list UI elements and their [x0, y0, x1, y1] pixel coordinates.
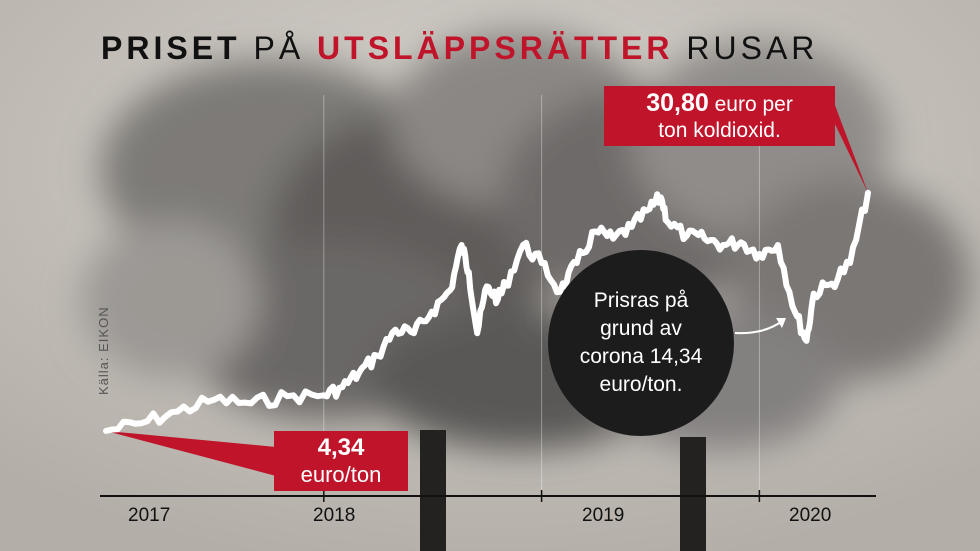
peak-text-line2: ton koldioxid.: [658, 119, 781, 142]
series-line-price: [103, 189, 871, 434]
title-word-2: PÅ: [253, 30, 305, 66]
x-tick-label-2020: 2020: [789, 505, 832, 526]
peak-value: 30,80: [646, 89, 709, 117]
x-tick-label-2018: 2018: [313, 505, 356, 526]
chimney-left: [420, 430, 446, 551]
x-tick-label-2017: 2017: [128, 505, 171, 526]
chimney-right: [680, 437, 706, 551]
title-word-4: RUSAR: [686, 30, 819, 66]
start-unit: euro/ton: [300, 462, 382, 487]
peak-value-callout: 30,80 euro per ton koldioxid.: [604, 86, 835, 146]
title-word-3: UTSLÄPPSRÄTTER: [317, 30, 674, 66]
start-value: 4,34: [317, 434, 365, 461]
start-value-callout: 4,34 euro/ton: [274, 431, 408, 491]
chart-title: PRISET PÅ UTSLÄPPSRÄTTER RUSAR: [101, 30, 818, 67]
corona-drop-annotation: Prisras på grund av corona 14,34 euro/to…: [548, 250, 734, 436]
peak-text-line1: euro per: [714, 93, 793, 116]
peak-pointer: [833, 100, 868, 193]
drop-arrow-head: [776, 318, 786, 328]
corona-drop-text: Prisras på grund av corona 14,34 euro/to…: [579, 289, 703, 396]
start-pointer: [106, 430, 276, 476]
x-tick-label-2019: 2019: [582, 505, 625, 526]
grid-lines: [323, 95, 760, 496]
x-axis-tick-marks: [323, 490, 761, 502]
title-word-1: PRISET: [101, 30, 241, 66]
